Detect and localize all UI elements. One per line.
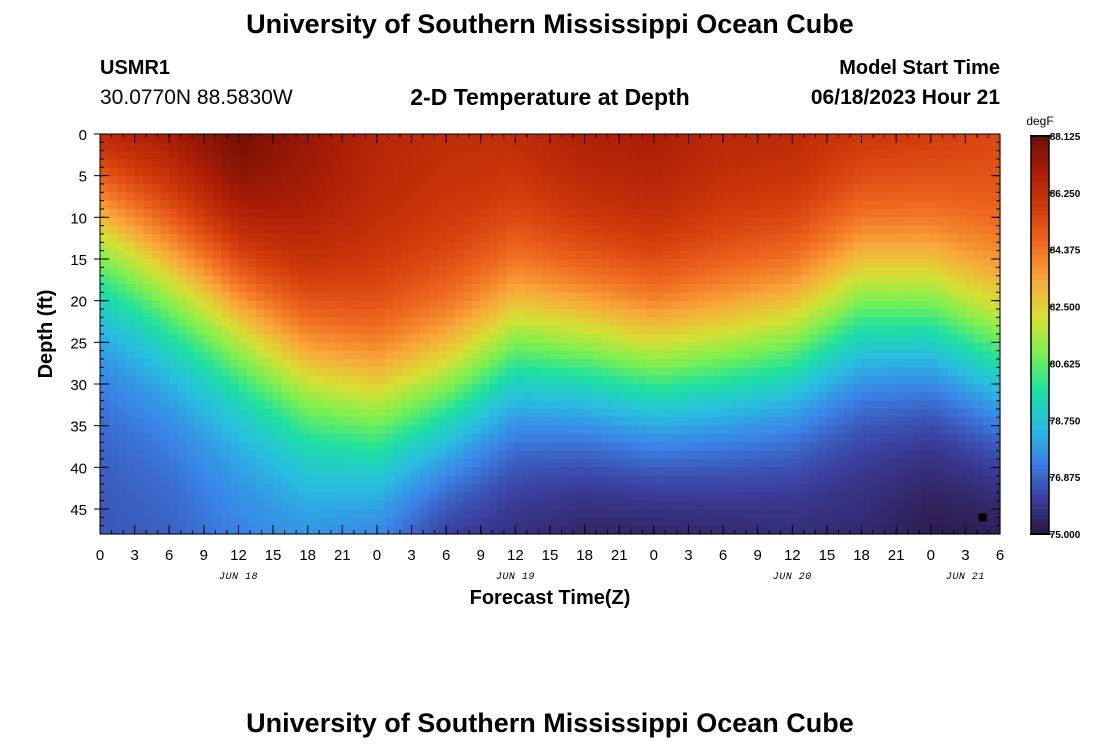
x-tick-label: 18 [576,547,593,564]
station-coordinates: 30.0770N 88.5830W [100,86,293,109]
y-tick-label: 35 [70,419,87,436]
x-tick-label: 9 [200,547,208,564]
y-tick-label: 5 [79,169,87,186]
colorbar-units: degF [1026,114,1053,128]
x-tick-label: 0 [650,547,658,564]
colorbar-tick-label: 84.375 [1050,246,1081,257]
x-tick-label: 0 [96,547,104,564]
x-tick-label: 3 [407,547,415,564]
colorbar-tick-label: 88.125 [1050,132,1081,143]
plot-subtitle: 2-D Temperature at Depth [410,84,690,110]
x-tick-label: 21 [334,547,351,564]
colorbar-tick-label: 86.250 [1050,189,1081,200]
x-tick-label: 3 [130,547,138,564]
location-marker [978,513,987,522]
y-tick-label: 25 [70,335,87,352]
x-tick-label: 6 [719,547,727,564]
date-label: JUN 20 [773,572,812,583]
model-start-value: 06/18/2023 Hour 21 [810,86,1000,109]
colorbar-tick-label: 82.500 [1050,303,1081,314]
x-tick-label: 6 [165,547,173,564]
date-label: JUN 19 [496,572,535,583]
x-tick-label: 6 [996,547,1004,564]
colorbar-tick-label: 76.875 [1050,473,1081,484]
x-tick-label: 12 [507,547,524,564]
x-tick-label: 3 [961,547,969,564]
x-tick-label: 18 [853,547,870,564]
x-tick-label: 12 [230,547,247,564]
x-tick-label: 3 [684,547,692,564]
x-tick-label: 21 [888,547,905,564]
x-tick-label: 6 [442,547,450,564]
colorbar-tick-label: 78.750 [1050,416,1081,427]
x-tick-label: 15 [265,547,282,564]
y-tick-label: 45 [70,502,87,519]
footer-title: University of Southern Mississippi Ocean… [246,708,854,738]
model-start-label: Model Start Time [839,57,1000,79]
date-label: JUN 18 [219,572,258,583]
y-tick-label: 10 [70,210,87,227]
x-tick-label: 18 [299,547,316,564]
x-tick-label: 9 [477,547,485,564]
y-tick-label: 20 [70,294,87,311]
y-tick-label: 30 [70,377,87,394]
x-tick-label: 0 [927,547,935,564]
x-tick-label: 0 [373,547,381,564]
x-tick-label: 15 [542,547,559,564]
y-tick-label: 40 [70,460,87,477]
x-tick-label: 9 [754,547,762,564]
x-tick-label: 15 [819,547,836,564]
x-tick-label: 12 [784,547,801,564]
station-id: USMR1 [100,57,171,79]
y-tick-label: 15 [70,252,87,269]
page-title: University of Southern Mississippi Ocean… [246,9,854,39]
y-axis-title: Depth (ft) [35,290,57,379]
x-tick-label: 21 [611,547,628,564]
y-tick-label: 0 [79,127,87,144]
x-axis-title: Forecast Time(Z) [470,587,631,609]
colorbar-tick-label: 80.625 [1050,359,1081,370]
date-label: JUN 21 [946,572,985,583]
colorbar [1031,136,1049,535]
colorbar-tick-label: 75.000 [1050,530,1081,541]
heatmap-field [100,134,1001,535]
